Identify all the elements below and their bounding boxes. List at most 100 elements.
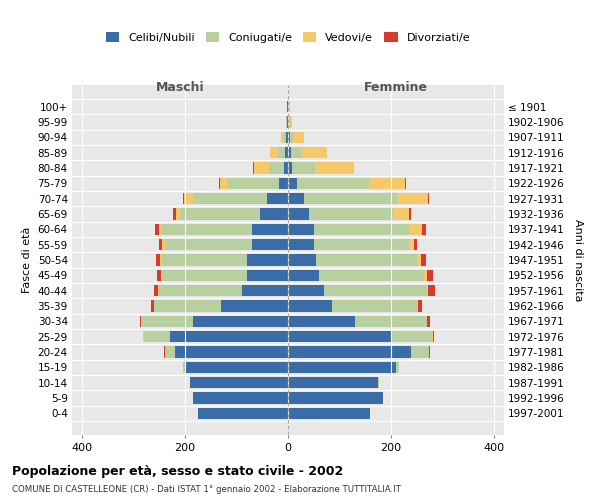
Bar [164, 239, 252, 250]
Bar [421, 254, 426, 266]
Text: COMUNE DI CASTELLEONE (CR) - Dati ISTAT 1° gennaio 2002 - Elaborazione TUTTITALI: COMUNE DI CASTELLEONE (CR) - Dati ISTAT … [12, 485, 401, 494]
Bar [427, 285, 428, 296]
Bar [409, 239, 414, 250]
Bar [288, 193, 304, 204]
Bar [316, 254, 416, 266]
Bar [278, 147, 286, 158]
Bar [288, 346, 412, 358]
Bar [288, 285, 324, 296]
Bar [424, 270, 427, 281]
Bar [289, 101, 290, 112]
Bar [193, 316, 288, 327]
Bar [154, 285, 158, 296]
Bar [433, 331, 434, 342]
Bar [416, 254, 421, 266]
Bar [409, 224, 422, 235]
Bar [247, 270, 288, 281]
Bar [428, 193, 430, 204]
Bar [158, 285, 160, 296]
Text: Popolazione per età, sesso e stato civile - 2002: Popolazione per età, sesso e stato civil… [12, 465, 343, 478]
Bar [391, 331, 432, 342]
Bar [414, 239, 416, 250]
Bar [378, 377, 379, 388]
Bar [297, 178, 369, 189]
Bar [288, 101, 289, 112]
Bar [170, 331, 288, 342]
Bar [162, 270, 247, 281]
Bar [288, 208, 308, 220]
Bar [288, 147, 290, 158]
Bar [176, 208, 180, 220]
Text: Femmine: Femmine [364, 82, 428, 94]
Bar [252, 224, 288, 235]
Bar [288, 116, 289, 128]
Bar [290, 116, 292, 128]
Bar [332, 300, 416, 312]
Bar [409, 208, 412, 220]
Bar [288, 300, 332, 312]
Bar [416, 300, 418, 312]
Y-axis label: Fasce di età: Fasce di età [22, 227, 32, 293]
Bar [157, 254, 160, 266]
Bar [290, 132, 294, 143]
Bar [182, 362, 185, 373]
Bar [164, 346, 175, 358]
Bar [324, 285, 427, 296]
Bar [314, 239, 409, 250]
Bar [301, 147, 326, 158]
Bar [142, 316, 193, 327]
Bar [288, 178, 297, 189]
Bar [175, 346, 288, 358]
Bar [242, 285, 288, 296]
Bar [294, 132, 304, 143]
Bar [292, 162, 315, 173]
Bar [308, 208, 394, 220]
Bar [412, 346, 430, 358]
Bar [394, 208, 409, 220]
Bar [180, 208, 260, 220]
Bar [286, 147, 288, 158]
Bar [269, 162, 284, 173]
Bar [260, 208, 288, 220]
Bar [290, 147, 301, 158]
Bar [288, 239, 314, 250]
Bar [268, 193, 288, 204]
Bar [405, 178, 406, 189]
Bar [288, 316, 355, 327]
Bar [427, 270, 433, 281]
Bar [157, 270, 161, 281]
Bar [247, 254, 288, 266]
Bar [160, 285, 242, 296]
Bar [428, 285, 435, 296]
Bar [220, 178, 227, 189]
Bar [314, 224, 409, 235]
Bar [286, 132, 288, 143]
Bar [315, 162, 354, 173]
Bar [162, 254, 247, 266]
Y-axis label: Anni di nascita: Anni di nascita [573, 219, 583, 301]
Bar [221, 300, 288, 312]
Bar [288, 162, 292, 173]
Bar [288, 132, 290, 143]
Bar [190, 377, 288, 388]
Bar [287, 116, 288, 128]
Bar [151, 300, 154, 312]
Bar [184, 193, 193, 204]
Bar [193, 193, 268, 204]
Bar [162, 224, 252, 235]
Bar [319, 270, 424, 281]
Bar [369, 178, 405, 189]
Bar [288, 362, 396, 373]
Bar [397, 193, 428, 204]
Bar [287, 101, 288, 112]
Bar [288, 377, 378, 388]
Bar [304, 193, 397, 204]
Bar [288, 224, 314, 235]
Bar [281, 132, 284, 143]
Bar [173, 208, 176, 220]
Bar [288, 408, 370, 419]
Bar [193, 392, 288, 404]
Bar [427, 316, 430, 327]
Bar [159, 224, 162, 235]
Bar [182, 193, 184, 204]
